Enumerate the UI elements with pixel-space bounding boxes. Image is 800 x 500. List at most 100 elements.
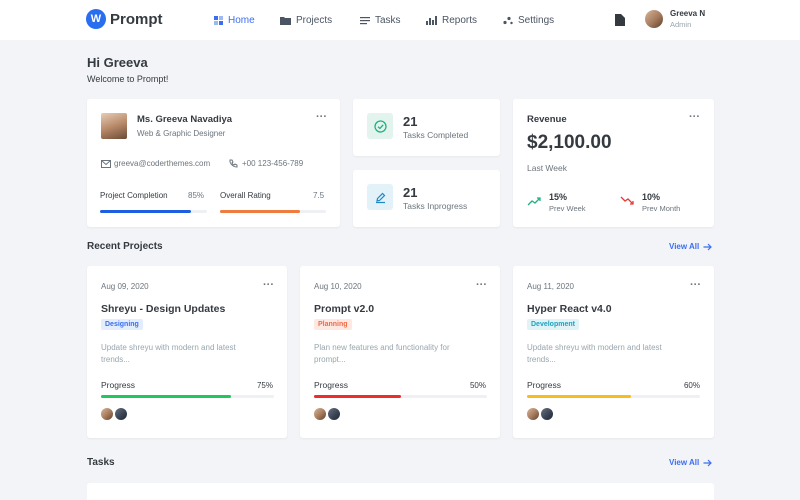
project-status-badge: Designing bbox=[101, 319, 143, 330]
bar-chart-icon bbox=[426, 15, 437, 25]
project-title[interactable]: Hyper React v4.0 bbox=[527, 303, 612, 315]
revenue-card: Revenue ··· $2,100.00 Last Week 15% Prev… bbox=[513, 99, 714, 227]
nav-home[interactable]: Home bbox=[214, 0, 255, 40]
project-progress-bar bbox=[314, 395, 401, 398]
nav-projects-label: Projects bbox=[296, 14, 333, 26]
project-title[interactable]: Shreyu - Design Updates bbox=[101, 303, 226, 315]
tasks-completed-card: 21 Tasks Completed bbox=[353, 99, 500, 156]
settings-dots-icon bbox=[503, 16, 513, 24]
profile-name: Ms. Greeva Navadiya bbox=[137, 114, 233, 125]
view-all-label: View All bbox=[669, 458, 700, 467]
phone-icon bbox=[229, 159, 238, 168]
user-avatar[interactable] bbox=[645, 10, 663, 28]
project-progress-label: Progress bbox=[101, 380, 136, 390]
project-more-menu[interactable]: ··· bbox=[476, 279, 487, 291]
greeting-title: Hi Greeva bbox=[87, 55, 148, 70]
profile-photo bbox=[101, 113, 127, 139]
tasks-inprogress-card: 21 Tasks Inprogress bbox=[353, 170, 500, 227]
completion-label: Project Completion bbox=[100, 191, 168, 200]
tasks-completed-label: Tasks Completed bbox=[403, 130, 469, 140]
view-all-label: View All bbox=[669, 242, 700, 251]
nav-settings-label: Settings bbox=[518, 14, 555, 26]
project-description: Plan new features and functionality for bbox=[314, 343, 450, 352]
nav-reports-label: Reports bbox=[442, 14, 478, 26]
logo-mark-icon: W bbox=[86, 9, 106, 29]
user-role: Admin bbox=[670, 20, 692, 29]
revenue-week-pct: 15% bbox=[549, 192, 568, 202]
nav-reports[interactable]: Reports bbox=[426, 0, 477, 40]
revenue-month-pct: 10% bbox=[642, 192, 661, 202]
recent-projects-view-all[interactable]: View All bbox=[669, 242, 713, 251]
project-progress-label: Progress bbox=[527, 380, 562, 390]
tasks-section-title: Tasks bbox=[87, 457, 115, 468]
project-progress-bar bbox=[101, 395, 231, 398]
member-avatar[interactable] bbox=[113, 406, 129, 422]
nav-tasks[interactable]: Tasks bbox=[360, 0, 401, 40]
check-circle-icon bbox=[373, 119, 387, 133]
trend-down-icon bbox=[620, 196, 634, 205]
top-navbar: W Prompt Home Projects Tasks Reports Set… bbox=[0, 0, 800, 40]
project-card[interactable]: Aug 09, 2020 ··· Shreyu - Design Updates… bbox=[87, 266, 287, 438]
nav-projects[interactable]: Projects bbox=[280, 0, 332, 40]
member-avatar[interactable] bbox=[539, 406, 555, 422]
folder-icon bbox=[280, 16, 291, 25]
nav-home-label: Home bbox=[228, 14, 255, 26]
project-date: Aug 11, 2020 bbox=[527, 282, 575, 291]
mail-icon bbox=[101, 159, 111, 168]
rating-bar bbox=[220, 210, 300, 213]
project-title[interactable]: Prompt v2.0 bbox=[314, 303, 375, 315]
project-description-cont: prompt... bbox=[314, 355, 346, 364]
revenue-more-menu[interactable]: ··· bbox=[689, 111, 700, 123]
document-icon[interactable] bbox=[615, 14, 625, 26]
member-avatar[interactable] bbox=[326, 406, 342, 422]
profile-email-text: greeva@coderthemes.com bbox=[114, 159, 211, 168]
profile-phone[interactable]: +00 123-456-789 bbox=[229, 159, 303, 168]
tasks-list-card bbox=[87, 483, 714, 500]
revenue-period: Last Week bbox=[527, 163, 568, 173]
completion-value: 85% bbox=[188, 191, 205, 200]
project-description-cont: trends... bbox=[101, 355, 130, 364]
recent-projects-title: Recent Projects bbox=[87, 241, 163, 252]
user-name[interactable]: Greeva N bbox=[670, 9, 706, 18]
profile-more-menu[interactable]: ··· bbox=[316, 111, 327, 123]
greeting-subtitle: Welcome to Prompt! bbox=[87, 74, 169, 84]
trend-up-icon bbox=[527, 197, 541, 206]
rating-label: Overall Rating bbox=[220, 191, 271, 200]
tasks-inprogress-badge bbox=[367, 184, 393, 210]
app-name: Prompt bbox=[110, 10, 163, 28]
revenue-amount: $2,100.00 bbox=[527, 132, 612, 153]
tasks-inprogress-label: Tasks Inprogress bbox=[403, 201, 468, 211]
project-progress-value: 50% bbox=[469, 381, 486, 390]
project-progress-value: 60% bbox=[683, 381, 700, 390]
project-card[interactable]: Aug 11, 2020 ··· Hyper React v4.0 Develo… bbox=[513, 266, 714, 438]
revenue-week-label: Prev Week bbox=[549, 204, 586, 213]
arrow-right-icon bbox=[703, 459, 713, 466]
project-status-badge: Development bbox=[527, 319, 579, 330]
tasks-completed-count: 21 bbox=[403, 114, 418, 129]
completion-track bbox=[100, 210, 207, 213]
home-grid-icon bbox=[214, 15, 223, 25]
tasks-list-icon bbox=[360, 16, 370, 24]
profile-phone-text: +00 123-456-789 bbox=[242, 159, 304, 168]
project-progress-track bbox=[101, 395, 274, 398]
arrow-right-icon bbox=[703, 243, 713, 250]
nav-tasks-label: Tasks bbox=[375, 14, 401, 26]
project-progress-value: 75% bbox=[256, 381, 273, 390]
project-progress-track bbox=[314, 395, 487, 398]
tasks-completed-badge bbox=[367, 113, 393, 139]
app-logo[interactable]: W Prompt bbox=[86, 9, 163, 29]
rating-track bbox=[220, 210, 326, 213]
rating-value: 7.5 bbox=[313, 191, 325, 200]
project-status-badge: Planning bbox=[314, 319, 352, 330]
project-description: Update shreyu with modern and latest bbox=[527, 343, 662, 352]
project-card[interactable]: Aug 10, 2020 ··· Prompt v2.0 Planning Pl… bbox=[300, 266, 500, 438]
nav-settings[interactable]: Settings bbox=[503, 0, 554, 40]
project-progress-label: Progress bbox=[314, 380, 349, 390]
profile-email[interactable]: greeva@coderthemes.com bbox=[101, 159, 210, 168]
tasks-view-all[interactable]: View All bbox=[669, 458, 713, 467]
tasks-inprogress-count: 21 bbox=[403, 185, 418, 200]
revenue-month-label: Prev Month bbox=[642, 204, 681, 213]
project-more-menu[interactable]: ··· bbox=[263, 279, 274, 291]
project-more-menu[interactable]: ··· bbox=[690, 279, 701, 291]
project-progress-track bbox=[527, 395, 700, 398]
